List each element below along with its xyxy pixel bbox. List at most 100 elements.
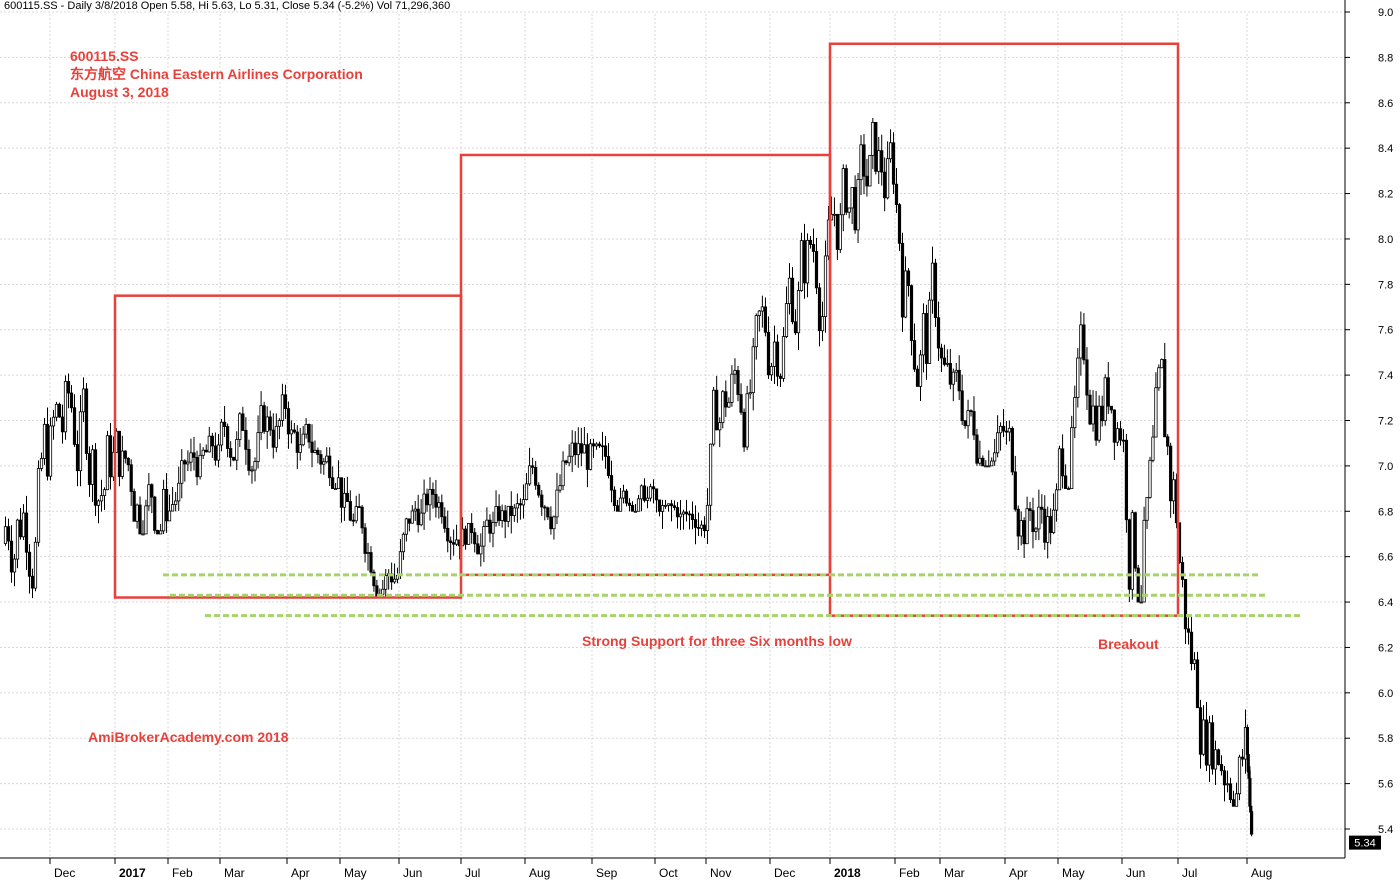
candle-body xyxy=(216,444,221,461)
candle-body xyxy=(398,551,403,576)
candle-body xyxy=(161,488,166,532)
candle-body xyxy=(1228,783,1233,801)
candle-body xyxy=(473,532,477,545)
candle-body xyxy=(1054,489,1059,511)
candle-body xyxy=(1124,439,1129,521)
candle-body xyxy=(238,413,242,440)
candle-body xyxy=(192,452,196,458)
candle-body xyxy=(301,433,305,446)
watermark: AmiBrokerAcademy.com 2018 xyxy=(88,729,289,745)
candle-body xyxy=(195,457,199,478)
candle-body xyxy=(262,405,266,432)
candle-body xyxy=(289,429,294,435)
candle-body xyxy=(763,306,768,333)
candle-body xyxy=(730,373,734,403)
candle-body xyxy=(1121,439,1126,442)
candle-body xyxy=(45,423,50,477)
candle-body xyxy=(736,370,740,395)
x-tick-label: Oct xyxy=(659,866,678,880)
candle-body xyxy=(467,523,471,545)
candle-body xyxy=(428,489,432,506)
candle-body xyxy=(966,410,970,427)
candle-body xyxy=(853,187,857,231)
candle-body xyxy=(787,277,792,304)
candle-body xyxy=(407,518,411,524)
support-annotation: Strong Support for three Six months low xyxy=(582,633,852,649)
candle-body xyxy=(748,392,752,395)
candle-body xyxy=(253,461,257,471)
candle-body xyxy=(597,443,602,447)
candle-body xyxy=(1001,425,1006,432)
candle-body xyxy=(1115,428,1120,443)
y-tick-label: 6.4 xyxy=(1378,597,1393,609)
candle-body xyxy=(549,516,553,530)
candle-body xyxy=(805,239,810,284)
candle-body xyxy=(348,501,352,521)
y-tick-label: 8.8 xyxy=(1378,52,1393,64)
candle-body xyxy=(265,416,269,432)
candle-body xyxy=(99,495,104,502)
candle-body xyxy=(1249,811,1254,835)
candle-body xyxy=(1246,754,1250,772)
candle-body xyxy=(515,503,519,509)
chart-title-block: 600115.SS 东方航空 China Eastern Airlines Co… xyxy=(70,47,363,101)
candle-body xyxy=(802,240,807,284)
candle-body xyxy=(915,368,920,387)
candle-body xyxy=(874,122,878,172)
candle-body xyxy=(404,518,408,535)
candle-body xyxy=(117,430,122,477)
candle-body xyxy=(817,287,822,332)
candle-body xyxy=(1171,479,1176,502)
candle-body xyxy=(497,506,501,521)
candle-body xyxy=(1216,749,1221,765)
candle-body xyxy=(78,411,83,472)
candle-body xyxy=(524,483,529,500)
candle-body xyxy=(1136,567,1140,603)
x-tick-label: Jul xyxy=(1182,866,1197,880)
candle-body xyxy=(951,371,955,385)
candle-body xyxy=(33,541,38,589)
x-tick-label: Mar xyxy=(944,866,965,880)
candle-body xyxy=(506,505,510,522)
y-tick-label: 8.0 xyxy=(1378,234,1393,246)
candle-body xyxy=(147,484,151,507)
candle-body xyxy=(479,545,483,555)
candle-body xyxy=(793,321,798,334)
candle-body xyxy=(699,524,704,529)
candle-body xyxy=(1079,324,1083,359)
candle-body xyxy=(1067,488,1071,490)
candle-body xyxy=(72,407,77,445)
candle-body xyxy=(639,485,644,500)
candle-body xyxy=(1025,508,1029,545)
candle-body xyxy=(718,422,722,431)
candle-body xyxy=(1106,377,1110,407)
candle-body xyxy=(12,558,17,573)
candle-body xyxy=(1037,506,1041,530)
candle-body xyxy=(18,519,23,538)
candle-body xyxy=(159,530,163,535)
candle-body xyxy=(993,452,997,462)
candle-body xyxy=(268,416,272,431)
candle-body xyxy=(630,504,635,512)
candle-body xyxy=(618,497,623,512)
candle-body xyxy=(552,516,556,530)
candle-body xyxy=(1210,722,1215,770)
candle-body xyxy=(808,239,813,245)
candle-body xyxy=(669,503,674,507)
candle-body xyxy=(229,448,233,458)
candle-body xyxy=(865,175,869,187)
candle-body xyxy=(681,511,686,515)
candle-body xyxy=(60,416,65,433)
candle-body xyxy=(419,512,423,526)
candle-body xyxy=(543,506,547,509)
candle-body xyxy=(960,390,964,422)
candle-body xyxy=(521,499,526,506)
candle-body xyxy=(1004,430,1009,433)
candle-body xyxy=(425,493,429,506)
candle-body xyxy=(1097,405,1101,441)
candle-body xyxy=(51,416,56,427)
candle-body xyxy=(304,423,308,435)
candle-body xyxy=(909,285,914,341)
